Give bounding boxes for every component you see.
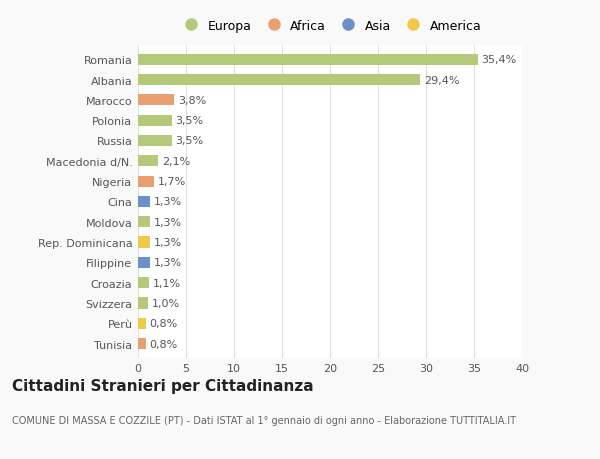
Text: 29,4%: 29,4% <box>424 75 460 85</box>
Bar <box>138 156 158 167</box>
Text: 1,3%: 1,3% <box>154 237 182 247</box>
Bar <box>138 237 151 248</box>
Bar <box>138 196 151 207</box>
Text: COMUNE DI MASSA E COZZILE (PT) - Dati ISTAT al 1° gennaio di ogni anno - Elabora: COMUNE DI MASSA E COZZILE (PT) - Dati IS… <box>12 415 516 425</box>
Text: 0,8%: 0,8% <box>149 319 178 329</box>
Bar <box>138 55 478 66</box>
Text: 0,8%: 0,8% <box>149 339 178 349</box>
Bar <box>138 135 172 147</box>
Text: 2,1%: 2,1% <box>162 157 190 167</box>
Text: 1,3%: 1,3% <box>154 217 182 227</box>
Bar <box>138 115 172 127</box>
Text: 35,4%: 35,4% <box>482 55 517 65</box>
Text: 3,5%: 3,5% <box>175 116 203 126</box>
Text: 1,3%: 1,3% <box>154 258 182 268</box>
Bar <box>138 257 151 269</box>
Bar <box>138 75 420 86</box>
Bar <box>138 277 149 289</box>
Text: Cittadini Stranieri per Cittadinanza: Cittadini Stranieri per Cittadinanza <box>12 379 314 394</box>
Text: 3,5%: 3,5% <box>175 136 203 146</box>
Legend: Europa, Africa, Asia, America: Europa, Africa, Asia, America <box>173 15 487 38</box>
Text: 1,3%: 1,3% <box>154 197 182 207</box>
Bar <box>138 338 146 349</box>
Bar <box>138 95 175 106</box>
Bar <box>138 298 148 309</box>
Bar <box>138 318 146 329</box>
Bar <box>138 176 154 187</box>
Text: 1,0%: 1,0% <box>151 298 179 308</box>
Bar <box>138 217 151 228</box>
Text: 3,8%: 3,8% <box>178 95 206 106</box>
Text: 1,1%: 1,1% <box>152 278 181 288</box>
Text: 1,7%: 1,7% <box>158 177 187 187</box>
